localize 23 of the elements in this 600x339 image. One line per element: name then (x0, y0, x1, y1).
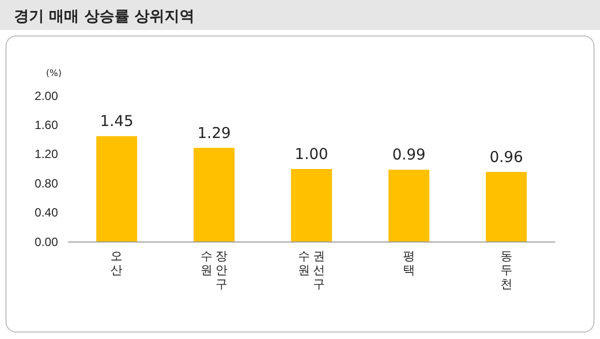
chart-title: 경기 매매 상승률 상위지역 (14, 7, 195, 25)
data-label: 1.45 (100, 112, 134, 130)
x-tick-label: 수원 장안구 (200, 249, 228, 291)
bar (194, 148, 235, 242)
x-tick-label: 동두천 (500, 249, 512, 291)
x-tick-label: 평택 (402, 249, 415, 277)
y-axis-title: (%) (46, 69, 62, 79)
data-label: 1.00 (294, 145, 328, 163)
x-tick-label: 오산 (110, 249, 123, 277)
x-tick-label: 수원 권선구 (298, 249, 325, 291)
y-tick-label: 1.20 (34, 147, 58, 162)
data-label: 0.96 (490, 148, 524, 166)
y-tick-label: 1.60 (34, 118, 58, 132)
bar (388, 170, 430, 242)
y-tick-label: 0.00 (34, 234, 58, 249)
y-tick-label: 0.40 (34, 206, 58, 220)
data-label: 0.99 (392, 146, 426, 164)
y-tick-label: 0.80 (34, 176, 58, 190)
bar (96, 136, 138, 242)
data-label: 1.29 (197, 124, 231, 142)
bar (291, 169, 332, 242)
y-tick-label: 2.00 (34, 88, 58, 103)
bar (486, 172, 527, 242)
